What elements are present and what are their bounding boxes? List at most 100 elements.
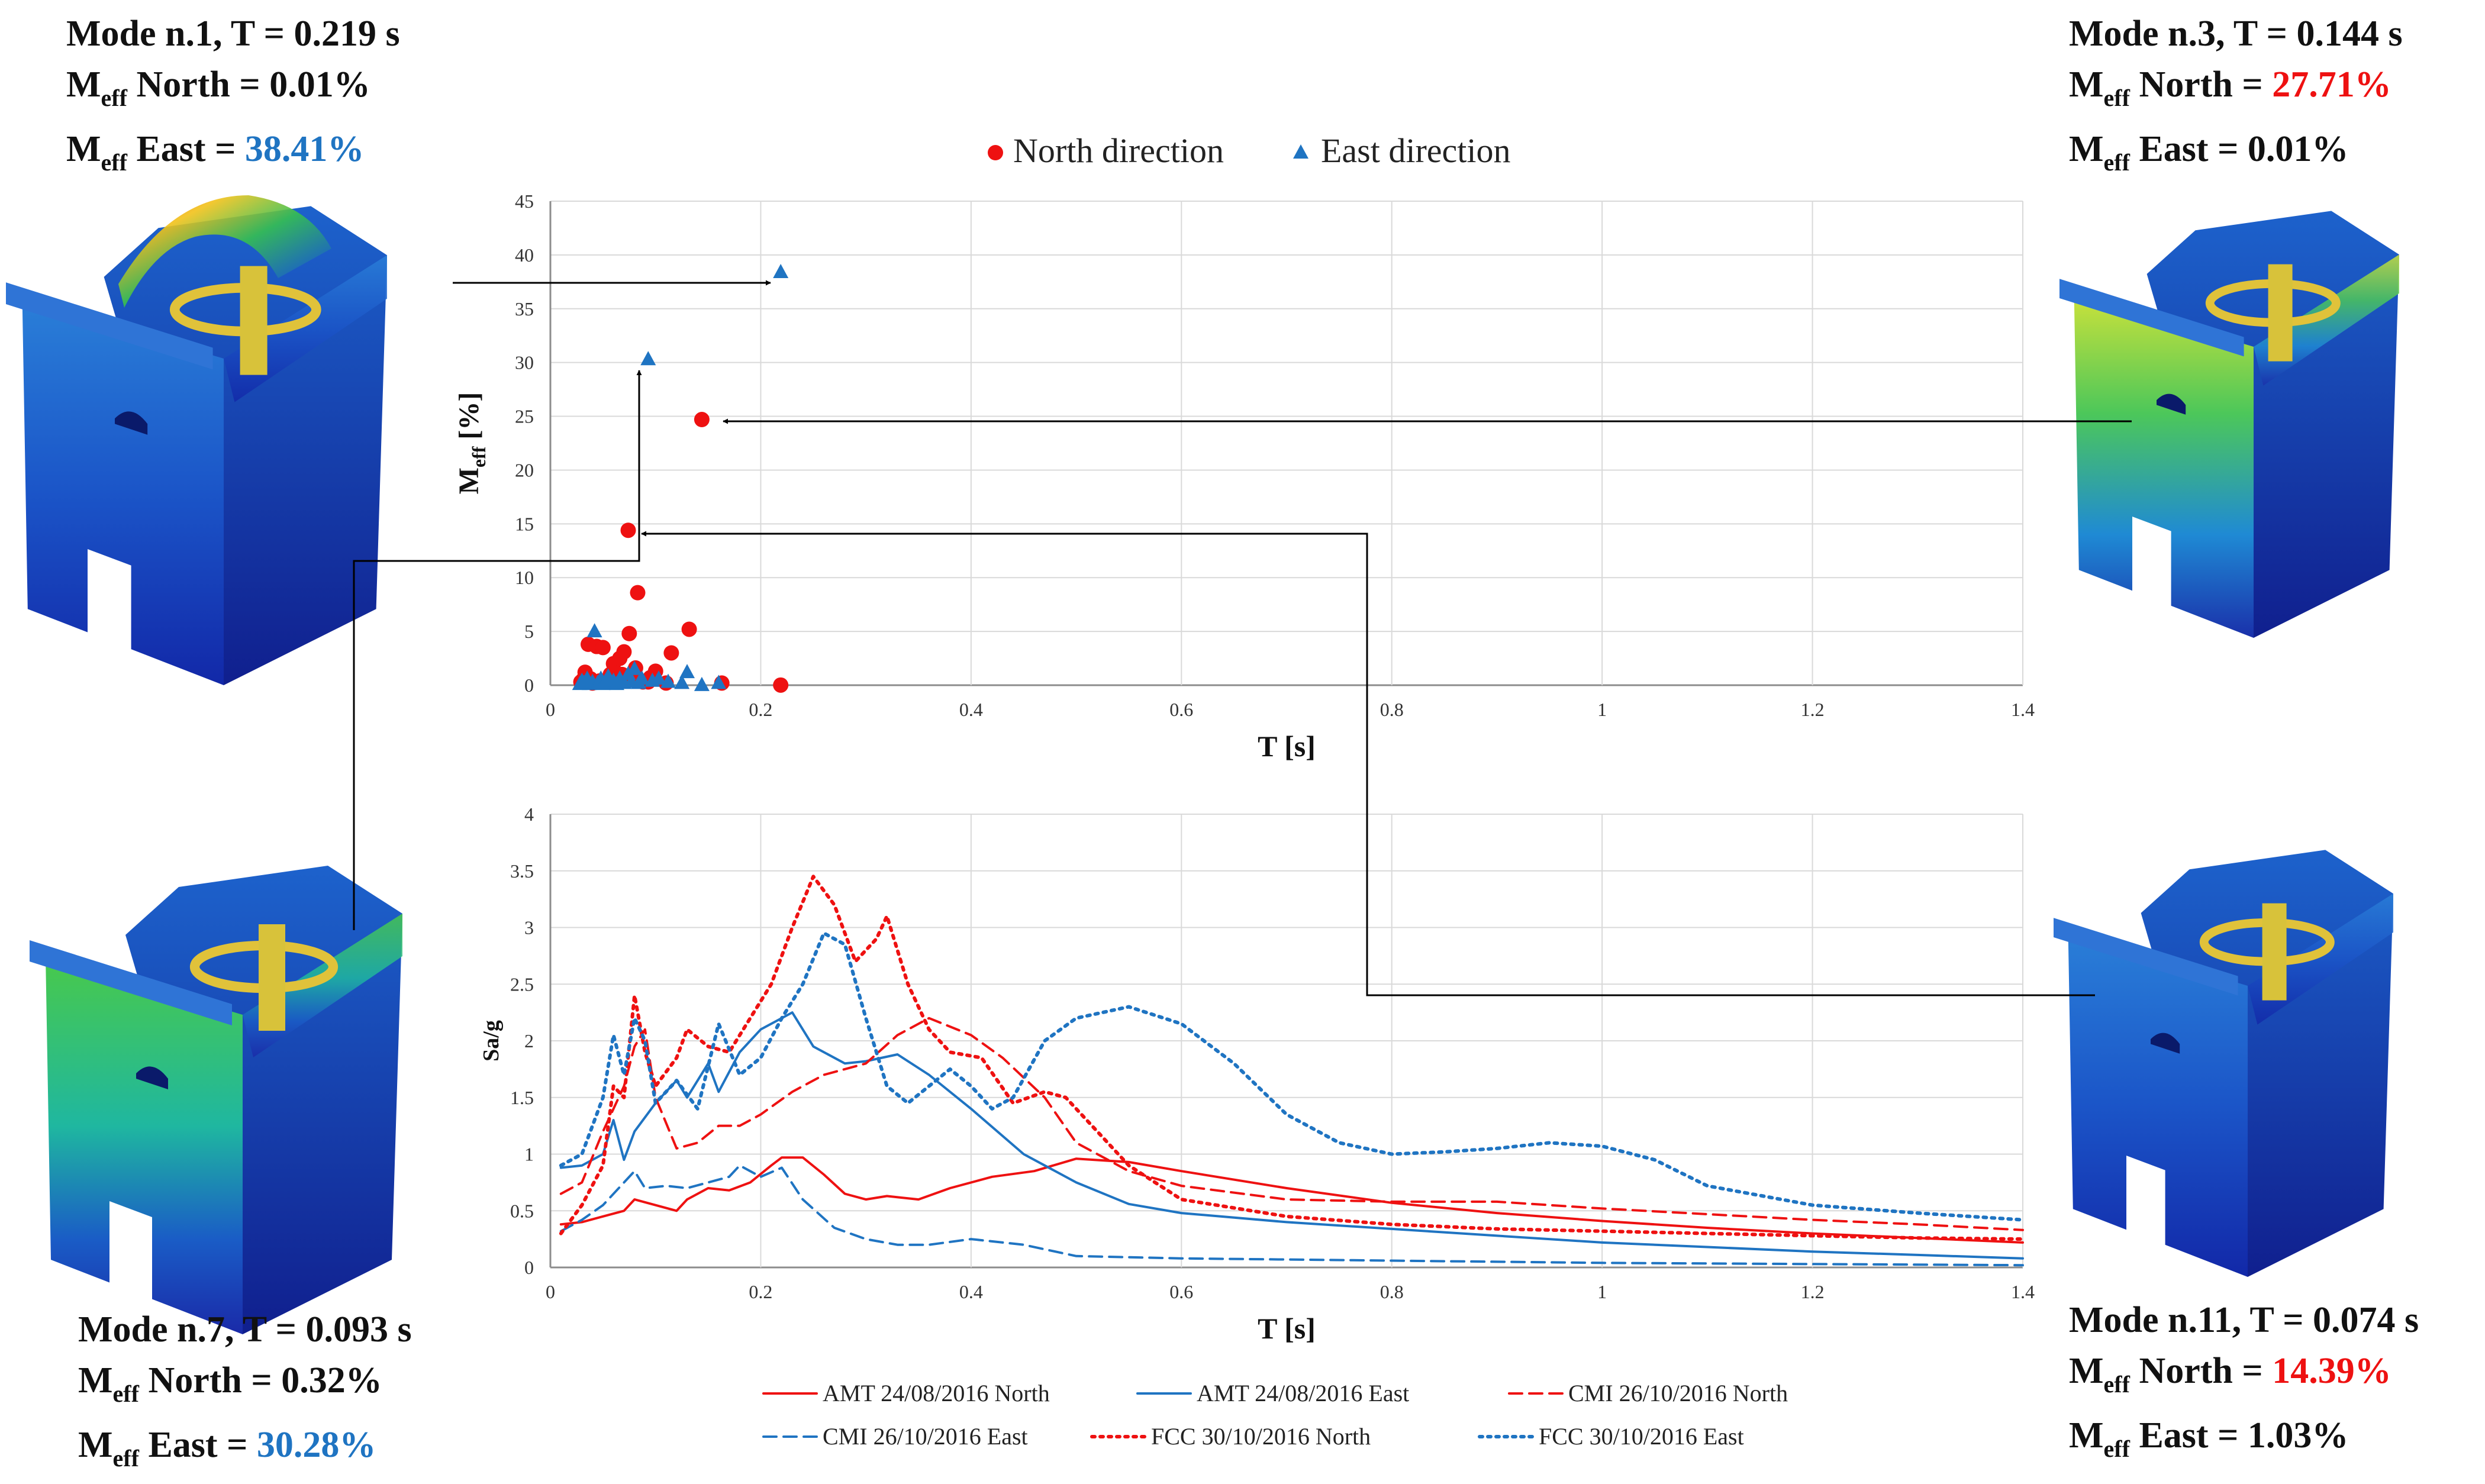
chart2-x-axis-label: T [s] — [1258, 1312, 1316, 1345]
mode3-building-door — [2132, 517, 2171, 638]
mode7-east-value: 30.28% — [256, 1425, 376, 1465]
mode7-building-cornice — [30, 940, 232, 1025]
east-point — [773, 263, 789, 278]
north-point — [595, 640, 611, 656]
legend-label-1: AMT 24/08/2016 North — [823, 1380, 1050, 1406]
chart2-ytick-label: 2.5 — [510, 973, 534, 995]
legend-label-6: FCC 30/10/2016 East — [1539, 1423, 1744, 1450]
north-point — [773, 677, 789, 693]
chart2-xtick-label: 1 — [1597, 1281, 1607, 1302]
chart2-ytick-label: 1.5 — [510, 1087, 534, 1108]
mode11-north-line: Meff North = 14.39% — [2069, 1351, 2391, 1398]
mode3-building-window — [2157, 393, 2186, 415]
mode1-title: Mode n.1, T = 0.219 s — [66, 14, 400, 54]
legend-north-label: North direction — [1013, 131, 1224, 170]
mode7-building-door — [109, 1201, 152, 1334]
east-point — [586, 623, 602, 638]
mode7-building — [30, 866, 402, 1334]
mode11-label: Mode n.11, T = 0.074 s Meff North = 14.3… — [2069, 1295, 2419, 1475]
east-point — [711, 675, 727, 689]
mode1-building-bell-tower — [240, 266, 267, 375]
chart2-xtick-label: 0.2 — [749, 1281, 772, 1302]
mode1-building-front-wall — [22, 298, 224, 685]
legend-label-3: CMI 26/10/2016 North — [1568, 1380, 1788, 1406]
chart1-ytick-label: 15 — [515, 513, 534, 534]
chart1-ytick-label: 35 — [515, 298, 534, 320]
mode3-title: Mode n.3, T = 0.144 s — [2069, 14, 2403, 54]
series-line-4 — [559, 1164, 2024, 1267]
north-point — [630, 585, 646, 601]
legend-north-marker — [988, 145, 1003, 160]
chart2-ytick-label: 0 — [524, 1257, 534, 1278]
chart2-xtick-label: 0.4 — [959, 1281, 983, 1302]
chart2-xtick-label: 1.4 — [2011, 1281, 2035, 1302]
mode11-building-front-wall — [2068, 932, 2248, 1277]
chart2-xtick-label: 0.8 — [1380, 1281, 1404, 1302]
mode3-building-front-wall — [2074, 293, 2254, 638]
legend-east-marker — [1293, 144, 1308, 159]
chart1-ylabel-sub: eff — [468, 446, 489, 467]
mode11-building-cornice — [2054, 918, 2238, 996]
chart2-ytick-label: 4 — [524, 804, 534, 825]
chart2-xtick-label: 0.6 — [1169, 1281, 1193, 1302]
chart2-ytick-label: 1 — [524, 1144, 534, 1165]
mode1-building-window — [115, 411, 148, 435]
chart2-ytick-label: 2 — [524, 1030, 534, 1051]
mode1-label: Mode n.1, T = 0.219 s Meff North = 0.01%… — [66, 8, 400, 188]
mode7-building-front-wall — [46, 956, 243, 1334]
chart1-ytick-label: 30 — [515, 352, 534, 373]
chart1-ytick-label: 0 — [524, 675, 534, 696]
chart1-ytick-label: 10 — [515, 567, 534, 588]
mode7-building-window — [136, 1066, 168, 1089]
mode3-north-line: Meff North = 27.71% — [2069, 64, 2391, 111]
chart2-y-axis-label: Sa/g — [479, 1020, 504, 1062]
chart1-xtick-label: 1.4 — [2011, 699, 2035, 720]
north-point — [663, 645, 679, 661]
mode1-east-value: 38.41% — [244, 129, 365, 169]
mode3-east-value: 0.01% — [2247, 129, 2349, 169]
east-point — [660, 673, 676, 688]
chart2-ytick-label: 3.5 — [510, 860, 534, 882]
mode3-building-bell-tower — [2268, 264, 2293, 362]
mode11-east-line: Meff East = 1.03% — [2069, 1415, 2349, 1462]
chart1-ytick-label: 40 — [515, 244, 534, 266]
mode3-building-cornice — [2059, 279, 2244, 357]
east-point — [694, 676, 710, 691]
chart1-ytick-label: 45 — [515, 191, 534, 212]
mode7-east-line: Meff East = 30.28% — [78, 1425, 376, 1472]
chart1-xtick-label: 0.4 — [959, 699, 983, 720]
chart1-xtick-label: 1.2 — [1801, 699, 1825, 720]
chart1-xtick-label: 0 — [546, 699, 555, 720]
north-point — [620, 522, 636, 538]
chart1-x-axis-label: T [s] — [1258, 730, 1316, 763]
mode11-building — [2054, 850, 2393, 1277]
legend-label-4: CMI 26/10/2016 East — [823, 1423, 1028, 1450]
east-point — [634, 670, 650, 685]
mode3-east-line: Meff East = 0.01% — [2069, 129, 2349, 176]
mode7-north-value: 0.32% — [281, 1360, 382, 1401]
chart1-xtick-label: 0.8 — [1380, 699, 1404, 720]
mode11-building-window — [2151, 1033, 2180, 1054]
mode11-building-door — [2126, 1156, 2165, 1277]
mode3-label: Mode n.3, T = 0.144 s Meff North = 27.71… — [2069, 8, 2403, 188]
east-point — [651, 670, 667, 685]
mode3-building — [2059, 211, 2399, 638]
mode11-north-value: 14.39% — [2272, 1351, 2391, 1391]
mode3-north-value: 27.71% — [2272, 64, 2391, 105]
east-point — [627, 660, 643, 675]
chart1-xtick-label: 0.2 — [749, 699, 772, 720]
north-point — [681, 621, 697, 637]
chart1-ytick-label: 20 — [515, 459, 534, 480]
east-point — [640, 351, 656, 366]
chart1-ylabel-main: M — [453, 467, 485, 494]
chart1-ytick-label: 25 — [515, 406, 534, 427]
chart2-ytick-label: 3 — [524, 917, 534, 938]
mode1-east-line: Meff East = 38.41% — [66, 129, 365, 176]
legend-label-2: AMT 24/08/2016 East — [1197, 1380, 1409, 1406]
series-line-3 — [559, 1017, 2024, 1231]
chart1-ytick-label: 5 — [524, 621, 534, 642]
mode1-north-line: Meff North = 0.01% — [66, 64, 370, 111]
series-line-1 — [559, 1156, 2024, 1244]
